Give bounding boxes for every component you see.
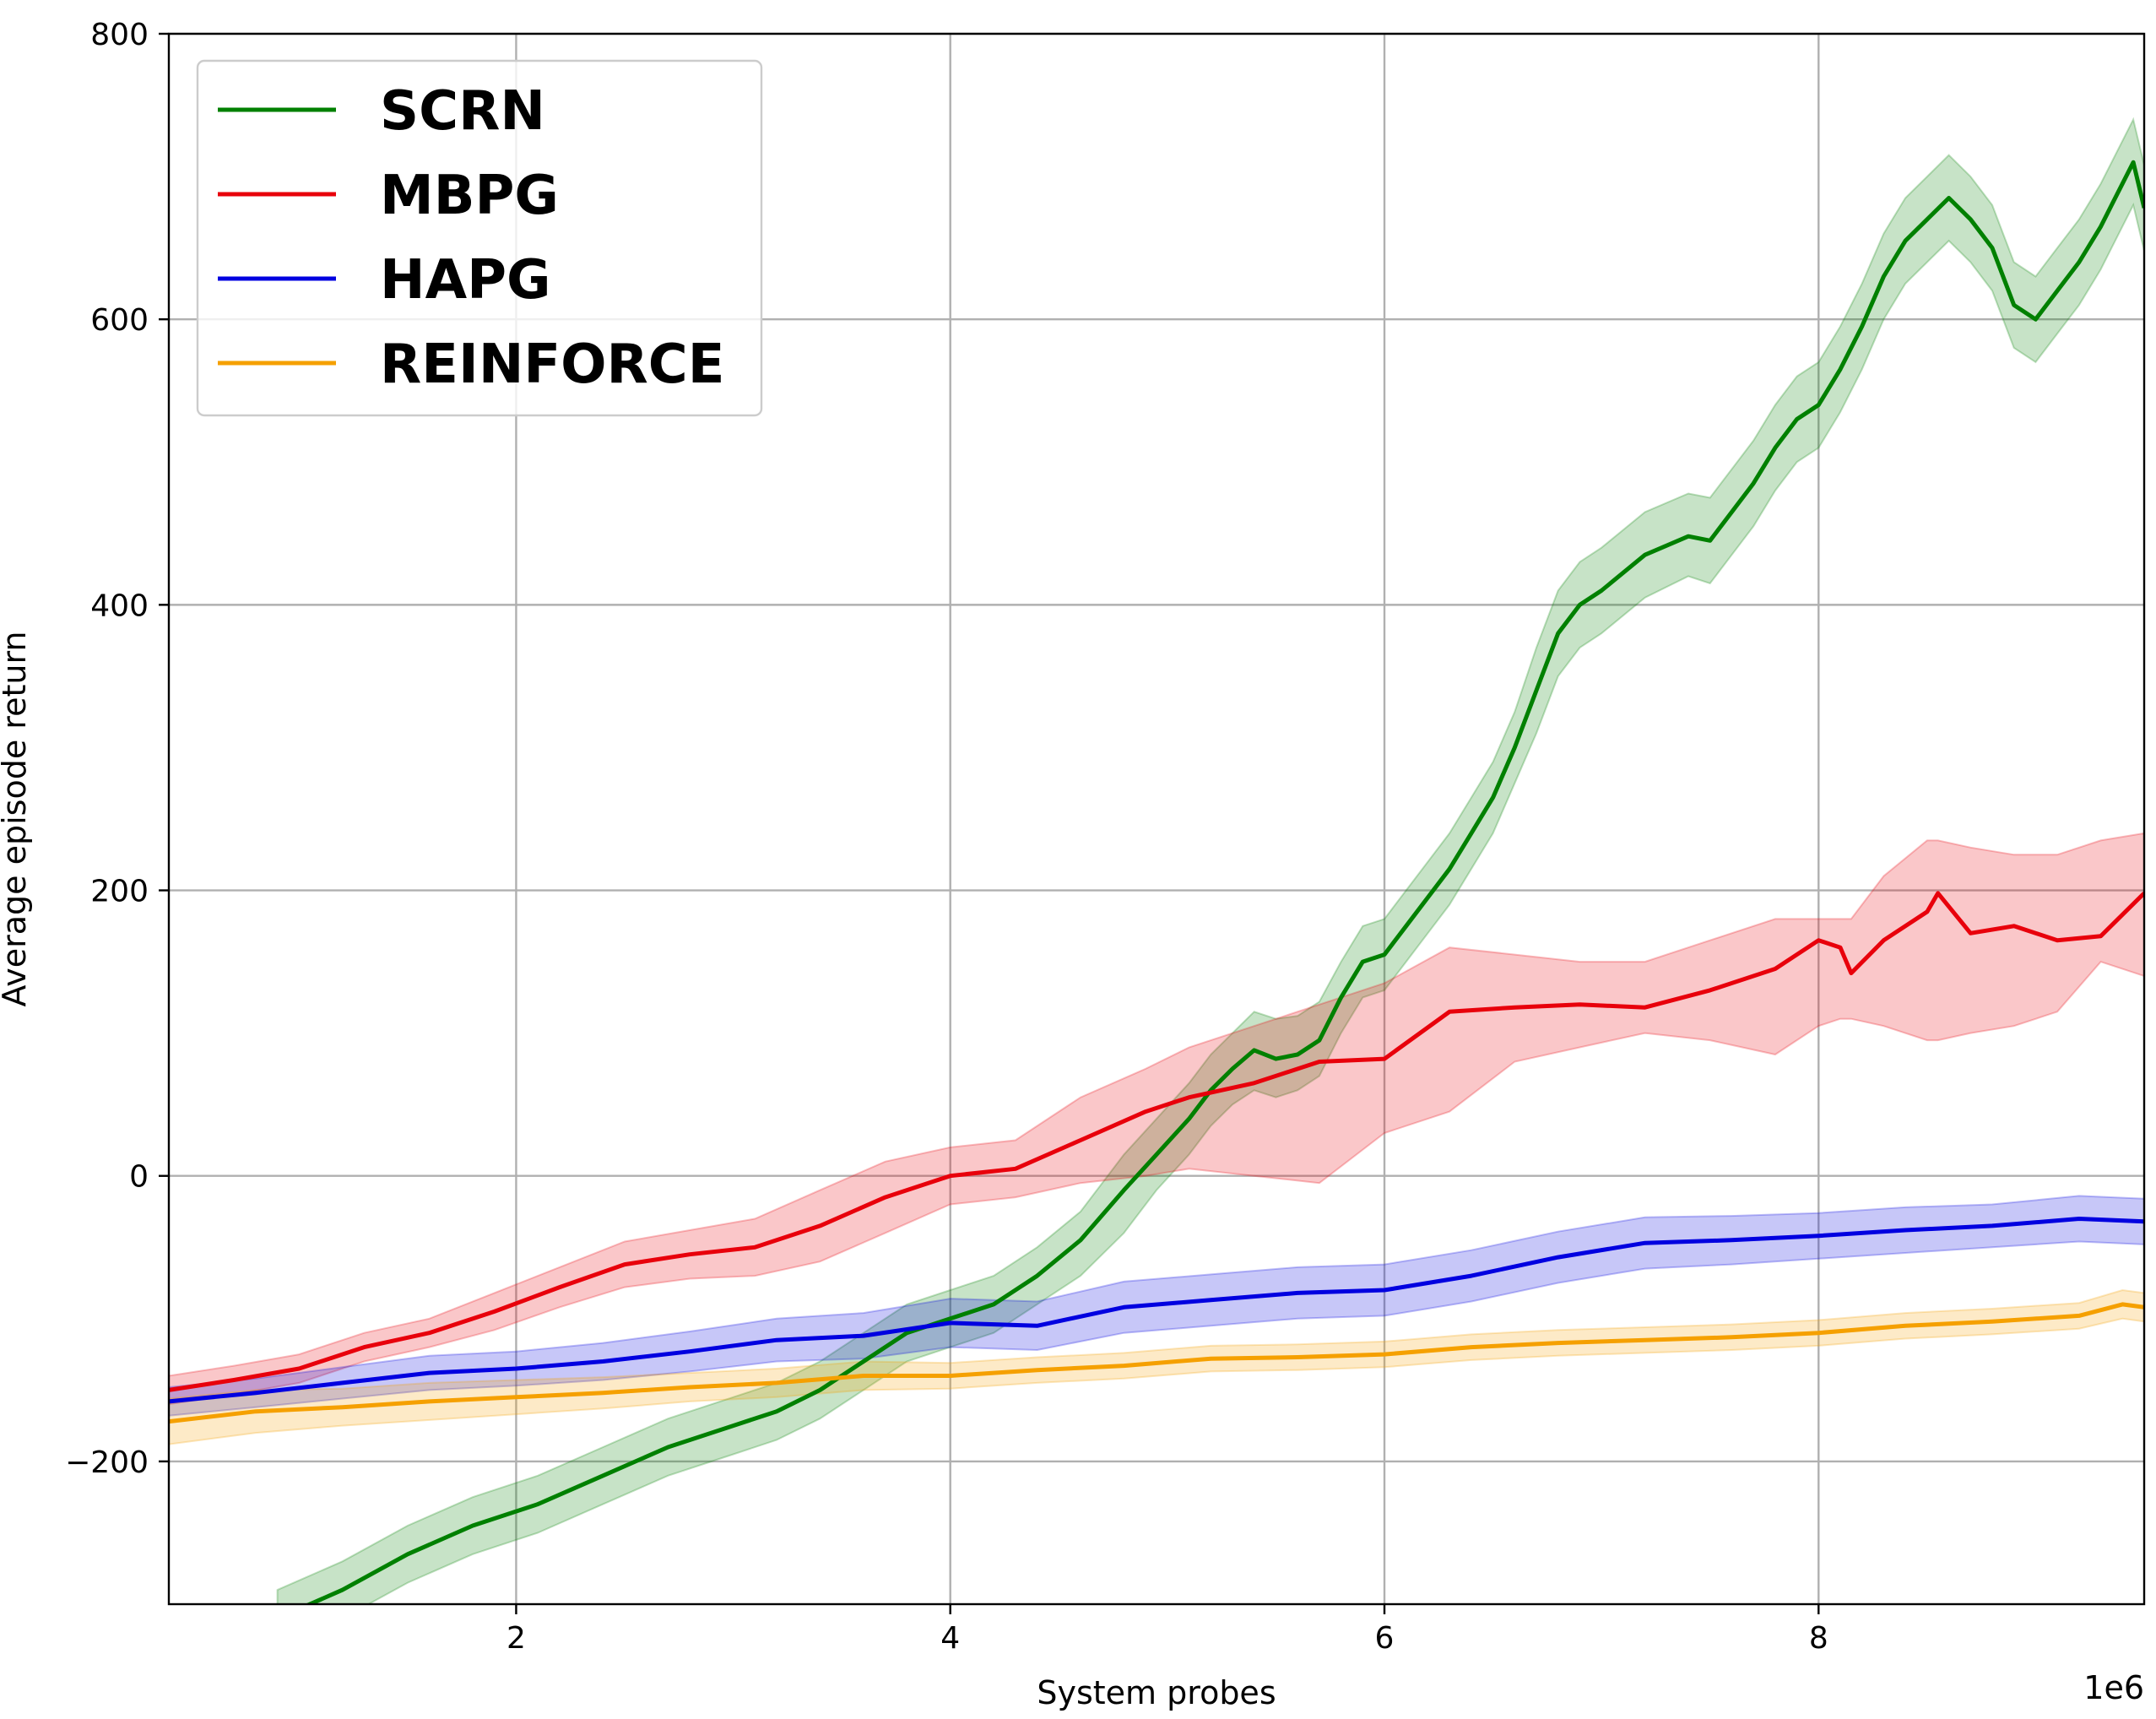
x-tick-label: 6 — [1375, 1621, 1395, 1656]
reinforce-legend-label: REINFORCE — [380, 333, 724, 396]
legend-items: SCRN MBPG HAPG REINFORCE — [218, 80, 724, 396]
axis-ticks: 2 4 6 8 −200 0 200 400 600 800 — [65, 18, 1828, 1656]
legend: SCRN MBPG HAPG REINFORCE — [196, 59, 763, 417]
scrn-confidence-band — [276, 117, 2144, 1604]
y-axis-label: Average episode return — [0, 632, 33, 1007]
legend-box — [196, 59, 763, 417]
x-axis-label: System probes — [1037, 1674, 1276, 1711]
mbpg-legend-label: MBPG — [380, 165, 559, 227]
y-tick-label: 600 — [90, 303, 149, 338]
y-tick-label: 800 — [90, 18, 149, 52]
reinforce-series-line — [169, 1302, 2144, 1424]
y-tick-label: 200 — [90, 875, 149, 909]
mbpg-series-line — [169, 891, 2144, 1392]
x-tick-label: 2 — [506, 1621, 526, 1656]
x-axis-scale-label: 1e6 — [2083, 1669, 2144, 1706]
hapg-series-line — [169, 1217, 2144, 1404]
series-lines — [169, 160, 2144, 1604]
reinforce-confidence-band — [169, 1288, 2144, 1445]
plot-frame — [167, 32, 2146, 1606]
x-tick-label: 8 — [1809, 1621, 1828, 1656]
y-tick-label: 400 — [90, 588, 149, 623]
y-tick-label: −200 — [65, 1445, 149, 1480]
mbpg-confidence-band — [169, 832, 2144, 1406]
x-tick-label: 4 — [940, 1621, 960, 1656]
scrn-series-line — [304, 160, 2144, 1604]
y-tick-label: 0 — [129, 1160, 149, 1195]
scrn-legend-label: SCRN — [380, 80, 545, 143]
hapg-legend-label: HAPG — [380, 249, 551, 312]
